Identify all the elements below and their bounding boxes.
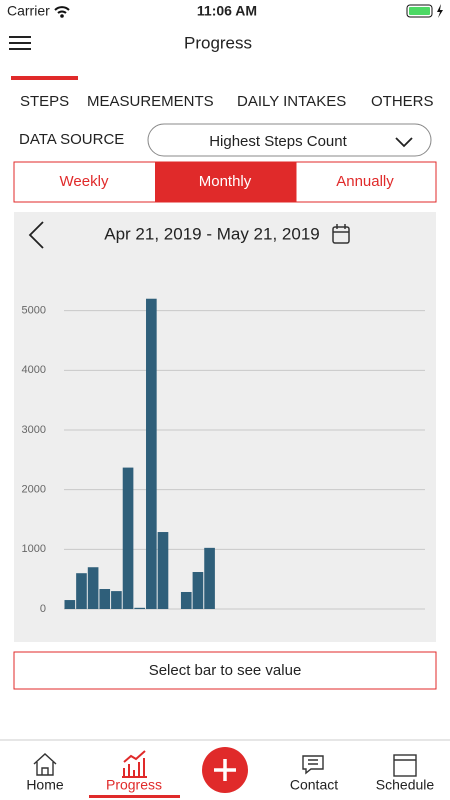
schedule-icon	[393, 754, 417, 777]
nav-schedule[interactable]: Schedule	[376, 754, 435, 793]
bar	[180, 591, 192, 609]
tab[interactable]: STEPS	[20, 93, 69, 110]
bar	[64, 600, 76, 609]
bar	[122, 467, 134, 609]
nav-label: Contact	[290, 777, 338, 793]
header-title: Progress	[184, 33, 252, 52]
wifi-dot	[60, 14, 64, 18]
bar	[134, 607, 146, 609]
period-option[interactable]: Monthly	[199, 173, 252, 190]
active-period	[155, 162, 296, 202]
nav-label: Progress	[106, 777, 162, 793]
clock: 11:06 AM	[197, 3, 257, 19]
bar	[192, 572, 204, 609]
plot: 0 1000 2000 3000 4000 5000	[22, 298, 425, 615]
period-option[interactable]: Weekly	[60, 173, 109, 190]
tab[interactable]: DAILY INTAKES	[237, 93, 346, 110]
tab[interactable]: OTHERS	[371, 93, 434, 110]
active-tab-indicator	[11, 76, 78, 80]
y-tick-label: 1000	[22, 543, 46, 555]
period-option[interactable]: Annually	[336, 173, 394, 190]
bar	[204, 547, 215, 609]
dropdown-box	[147, 123, 432, 157]
tab[interactable]: MEASUREMENTS	[87, 93, 214, 110]
bar	[76, 573, 87, 609]
y-tick-label: 0	[40, 603, 46, 615]
nav-contact[interactable]: Contact	[290, 755, 338, 793]
y-tick-label: 4000	[22, 364, 46, 376]
dropdown-value: Highest Steps Count	[209, 133, 347, 150]
bar	[157, 532, 169, 609]
chart-panel	[14, 212, 436, 642]
calendar-icon[interactable]	[332, 224, 350, 244]
add-plus	[214, 759, 236, 781]
wifi-icon	[54, 6, 70, 14]
bar	[111, 591, 122, 609]
add-button[interactable]	[202, 747, 248, 793]
data-source-label: DATA SOURCE	[19, 131, 124, 148]
home-icon	[33, 753, 57, 776]
battery	[406, 4, 433, 18]
progress-icon	[122, 750, 147, 778]
carrier: Carrier	[7, 3, 50, 19]
contact-icon	[302, 755, 324, 775]
data-source-dropdown[interactable]: Highest Steps Count	[147, 123, 432, 157]
hint-text: Select bar to see value	[149, 662, 302, 679]
menu-line	[9, 42, 31, 44]
battery-level	[409, 7, 430, 15]
nav-label: Schedule	[376, 777, 435, 793]
charging-icon	[437, 4, 443, 18]
date-range: Apr 21, 2019 - May 21, 2019	[104, 224, 319, 243]
previous-button[interactable]	[28, 221, 44, 249]
nav-label: Home	[26, 777, 64, 793]
bar	[99, 589, 111, 609]
menu-button[interactable]	[9, 36, 31, 50]
nav-home[interactable]: Home	[26, 753, 64, 793]
nav-progress[interactable]: Progress	[89, 750, 180, 798]
menu-line	[9, 36, 31, 38]
calendar-frame	[332, 226, 350, 244]
y-tick-label: 5000	[22, 305, 46, 317]
y-tick-label: 3000	[22, 424, 46, 436]
active-nav-indicator	[89, 795, 180, 798]
y-tick-label: 2000	[22, 484, 46, 496]
bar	[146, 298, 157, 609]
hint-box	[13, 651, 437, 690]
menu-line	[9, 48, 31, 50]
bar	[87, 567, 99, 609]
dropdown-chevron	[395, 137, 413, 148]
